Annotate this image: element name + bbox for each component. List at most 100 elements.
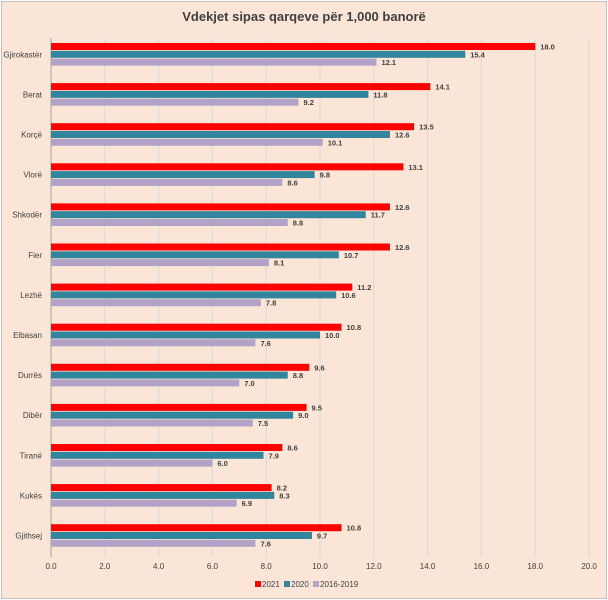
bar: [51, 291, 337, 299]
data-label: 8.8: [293, 219, 303, 228]
data-label: 7.8: [266, 299, 276, 308]
bar: [51, 379, 240, 387]
bar: [51, 90, 369, 98]
data-label: 18.0: [540, 43, 555, 52]
data-label: 11.8: [373, 90, 387, 99]
data-label: 11.2: [357, 283, 371, 292]
legend-swatch: [255, 581, 261, 587]
x-tick-label: 18.0: [527, 562, 543, 571]
bar: [51, 539, 256, 547]
data-label: 7.6: [260, 339, 270, 348]
legend: 2021 2020 2016-2019: [255, 580, 359, 589]
bar: [51, 491, 275, 499]
data-label: 13.5: [419, 123, 434, 132]
bar: [51, 371, 288, 379]
chart-title: Vdekjet sipas qarqeve për 1,000 banorë: [182, 9, 426, 24]
bar: [51, 171, 315, 179]
category-label: Dibër: [23, 411, 42, 420]
data-label: 14.1: [435, 83, 450, 92]
legend-swatch: [284, 581, 290, 587]
category-labels: Gjirokastër Berat Korçë Vlorë Shkodër Fier Lez…: [3, 50, 42, 540]
category-label: Korçë: [21, 131, 42, 140]
bar: [51, 123, 415, 131]
x-tick-label: 16.0: [474, 562, 490, 571]
bar: [51, 499, 237, 507]
bar: [51, 58, 377, 66]
data-label: 11.7: [371, 211, 385, 220]
data-label: 10.0: [325, 331, 340, 340]
bar: [51, 98, 299, 106]
bars: [51, 43, 536, 547]
data-label: 15.4: [470, 50, 485, 59]
bar: [51, 138, 323, 146]
tick-labels: 0.0 2.0 4.0 6.0 8.0 10.0 12.0 14.0 16.0 18.0 20.0: [45, 562, 597, 571]
x-tick-label: 12.0: [366, 562, 382, 571]
x-tick-label: 14.0: [420, 562, 436, 571]
bar: [51, 411, 294, 419]
data-label: 12.6: [395, 131, 410, 140]
data-label: 8.8: [293, 371, 303, 380]
bar: [51, 323, 342, 331]
data-label: 10.1: [328, 138, 343, 147]
bar: [51, 219, 288, 226]
bar: [51, 251, 339, 259]
x-tick-label: 4.0: [153, 562, 165, 571]
data-label: 6.0: [217, 459, 227, 468]
x-tick-label: 6.0: [207, 562, 219, 571]
data-label: 9.6: [314, 363, 324, 372]
data-label: 9.5: [312, 403, 322, 412]
category-label: Durrës: [18, 371, 42, 380]
data-label: 12.6: [395, 243, 410, 252]
category-label: Elbasan: [13, 331, 42, 340]
data-label: 12.6: [395, 203, 410, 212]
x-tick-label: 2.0: [99, 562, 111, 571]
bar: [51, 259, 269, 267]
bar: [51, 419, 253, 427]
category-label: Lezhë: [20, 291, 42, 300]
data-label: 10.6: [341, 291, 356, 300]
data-label: 8.2: [277, 484, 287, 493]
category-label: Fier: [28, 251, 42, 260]
legend-label: 2021: [262, 580, 280, 589]
bar: [51, 484, 272, 492]
bar: [51, 203, 390, 211]
bar: [51, 163, 404, 171]
bar: [51, 403, 307, 411]
bar: [51, 283, 353, 291]
x-tick-label: 0.0: [45, 562, 57, 571]
bar: [51, 211, 366, 219]
x-tick-label: 10.0: [312, 562, 328, 571]
data-label: 9.0: [298, 411, 308, 420]
data-label: 8.6: [287, 444, 297, 453]
bar: [51, 524, 342, 532]
data-label: 7.9: [269, 451, 279, 460]
bar: [51, 331, 320, 339]
legend-label: 2016-2019: [320, 580, 359, 589]
data-label: 9.2: [303, 98, 313, 107]
x-tick-label: 8.0: [261, 562, 273, 571]
data-label: 10.7: [344, 251, 359, 260]
legend-swatch: [313, 581, 319, 587]
category-label: Shkodër: [12, 211, 42, 220]
data-label: 8.6: [287, 178, 297, 187]
category-label: Kukës: [20, 491, 42, 500]
legend-label: 2020: [291, 580, 309, 589]
category-label: Berat: [23, 90, 43, 99]
bar: [51, 363, 310, 371]
bar: [51, 178, 283, 186]
bar: [51, 451, 264, 459]
data-label: 13.1: [408, 163, 423, 172]
bar: [51, 43, 536, 50]
bar: [51, 532, 312, 539]
bar: [51, 50, 466, 58]
category-label: Vlorë: [23, 171, 42, 180]
bar: [51, 83, 431, 91]
data-label: 7.0: [244, 379, 254, 388]
data-label: 9.7: [317, 532, 327, 541]
bar: [51, 339, 256, 347]
data-label: 8.3: [279, 491, 289, 500]
category-label: Tiranë: [20, 451, 43, 460]
data-label: 8.1: [274, 259, 284, 268]
data-label: 10.8: [347, 524, 362, 533]
